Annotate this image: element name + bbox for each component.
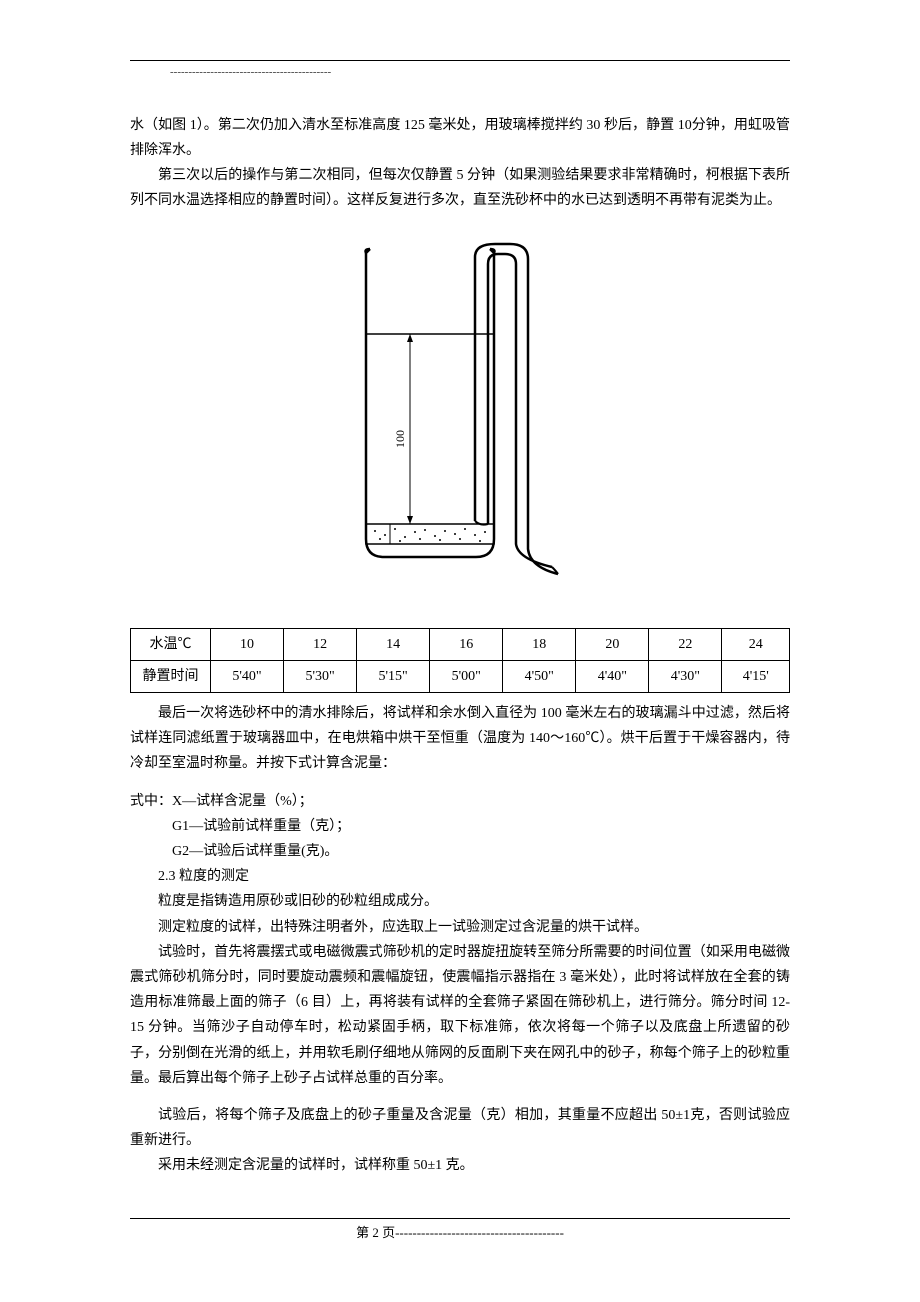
paragraph-4: 粒度是指铸造用原砂或旧砂的砂粒组成成分。	[130, 889, 790, 914]
table-cell: 5'30"	[284, 660, 357, 692]
table-cell: 12	[284, 628, 357, 660]
table-cell: 16	[430, 628, 503, 660]
table-cell: 10	[211, 628, 284, 660]
table-cell: 5'00"	[430, 660, 503, 692]
page-footer: 第 2 页-----------------------------------…	[130, 1218, 790, 1244]
formula-intro: 式中：X—试样含泥量（%）；	[130, 789, 790, 814]
table-header-temp: 水温℃	[131, 628, 211, 660]
paragraph-2: 第三次以后的操作与第二次相同，但每次仅静置 5 分钟（如果测验结果要求非常精确时…	[130, 163, 790, 213]
header-rule	[130, 60, 790, 61]
table-cell: 5'40"	[211, 660, 284, 692]
footer-page-num: 第 2 页	[356, 1225, 395, 1240]
paragraph-7: 试验后，将每个筛子及底盘上的砂子重量及含泥量（克）相加，其重量不应超出 50±1…	[130, 1103, 790, 1153]
header-dashes: ----------------------------------------…	[170, 66, 331, 78]
footer-dashes: ---------------------------------------	[395, 1225, 564, 1240]
header-label: ----------------------------------------…	[130, 63, 790, 83]
table-cell: 22	[649, 628, 722, 660]
formula-g1: G1—试验前试样重量（克）；	[130, 814, 790, 839]
diagram-beaker: 100	[130, 239, 790, 588]
table-header-time: 静置时间	[131, 660, 211, 692]
paragraph-5: 测定粒度的试样，出特殊注明者外，应选取上一试验测定过含泥量的烘干试样。	[130, 915, 790, 940]
table-cell: 4'40"	[576, 660, 649, 692]
table-row: 水温℃ 10 12 14 16 18 20 22 24	[131, 628, 790, 660]
dim-label-100: 100	[393, 430, 407, 448]
beaker-svg: 100	[330, 239, 590, 579]
table-cell: 20	[576, 628, 649, 660]
paragraph-8: 采用未经测定含泥量的试样时，试样称重 50±1 克。	[130, 1153, 790, 1178]
table-row: 静置时间 5'40" 5'30" 5'15" 5'00" 4'50" 4'40"…	[131, 660, 790, 692]
table-cell: 24	[722, 628, 790, 660]
table-cell: 18	[503, 628, 576, 660]
section-2-3: 2.3 粒度的测定	[130, 864, 790, 889]
paragraph-6: 试验时，首先将震摆式或电磁微震式筛砂机的定时器旋扭旋转至筛分所需要的时间位置（如…	[130, 940, 790, 1091]
table-cell: 14	[357, 628, 430, 660]
table-cell: 4'15'	[722, 660, 790, 692]
table-cell: 4'30"	[649, 660, 722, 692]
paragraph-1: 水（如图 1）。第二次仍加入清水至标准高度 125 毫米处，用玻璃棒搅拌约 30…	[130, 113, 790, 163]
table-cell: 5'15"	[357, 660, 430, 692]
formula-g2: G2—试验后试样重量(克)。	[130, 839, 790, 864]
table-cell: 4'50"	[503, 660, 576, 692]
footer-rule	[130, 1218, 790, 1219]
settling-time-table: 水温℃ 10 12 14 16 18 20 22 24 静置时间 5'40" 5…	[130, 628, 790, 693]
paragraph-3: 最后一次将选砂杯中的清水排除后，将试样和余水倒入直径为 100 毫米左右的玻璃漏…	[130, 701, 790, 777]
